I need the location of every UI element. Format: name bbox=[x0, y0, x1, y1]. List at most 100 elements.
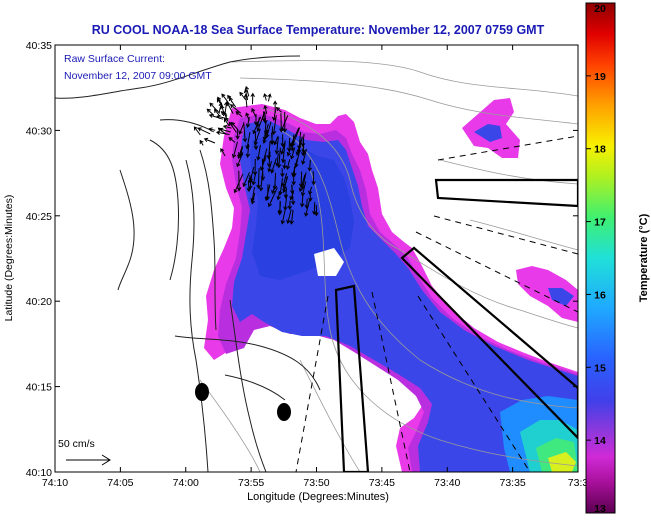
current-vector bbox=[245, 143, 251, 158]
current-vector bbox=[290, 147, 296, 160]
transect-lines bbox=[295, 135, 578, 472]
current-vector bbox=[262, 129, 269, 144]
current-vector bbox=[276, 191, 281, 201]
current-vector bbox=[220, 111, 228, 117]
current-vector bbox=[220, 104, 226, 115]
current-vector bbox=[263, 104, 268, 115]
current-vector bbox=[223, 117, 230, 126]
current-vector bbox=[308, 193, 313, 202]
current-vector bbox=[244, 85, 250, 97]
current-vector bbox=[270, 157, 277, 174]
current-vector bbox=[256, 111, 266, 132]
y-tick-label: 40:30 bbox=[26, 125, 52, 137]
current-vector bbox=[250, 92, 255, 105]
dashed-transect-4 bbox=[417, 295, 531, 472]
current-vector bbox=[266, 151, 272, 168]
current-vector bbox=[297, 131, 302, 150]
x-tick-label: 74:10 bbox=[42, 477, 68, 489]
current-vector bbox=[203, 137, 216, 144]
current-vector bbox=[193, 126, 201, 136]
colorbar-tick-label: 13 bbox=[594, 503, 606, 515]
lane-south bbox=[334, 284, 370, 472]
current-vector bbox=[276, 147, 282, 169]
current-vector bbox=[272, 100, 278, 114]
current-vector bbox=[274, 136, 280, 155]
current-vector bbox=[263, 93, 268, 101]
dashed-transect-6 bbox=[295, 295, 329, 472]
sst-patch-north-core bbox=[474, 124, 502, 142]
current-vector bbox=[269, 126, 275, 145]
current-vector bbox=[242, 122, 248, 143]
y-axis-label: Latitude (Degrees:Minutes) bbox=[3, 195, 15, 322]
y-tick-label: 40:10 bbox=[26, 467, 52, 479]
current-vector bbox=[267, 93, 272, 102]
x-tick-label: 73:40 bbox=[434, 477, 460, 489]
scale-label: 50 cm/s bbox=[58, 438, 95, 450]
dashed-transect-3 bbox=[415, 231, 578, 313]
current-vector bbox=[224, 101, 229, 115]
current-vector bbox=[275, 106, 282, 113]
current-vector bbox=[286, 137, 292, 152]
current-vector bbox=[298, 174, 306, 193]
annotation-line-2: November 12, 2007 09:00 GMT bbox=[64, 70, 212, 82]
current-vector bbox=[248, 175, 253, 185]
lane-east bbox=[434, 178, 578, 208]
scale-arrow bbox=[66, 454, 111, 466]
sst-field bbox=[204, 98, 578, 472]
current-vector bbox=[242, 172, 250, 188]
bathymetry-contours bbox=[199, 60, 578, 472]
x-tick-label: 73:3 bbox=[568, 477, 589, 489]
current-vector bbox=[282, 160, 287, 170]
current-vector bbox=[236, 170, 242, 192]
y-axis: 40:35 40:30 40:25 40:20 40:15 40:10 bbox=[26, 40, 578, 479]
current-vector bbox=[285, 159, 291, 170]
current-vector bbox=[287, 200, 293, 210]
colorbar-tick-label: 20 bbox=[594, 3, 606, 15]
x-tick-label: 73:35 bbox=[499, 477, 525, 489]
current-vector bbox=[275, 153, 280, 167]
colorbar-tick-label: 17 bbox=[594, 217, 606, 229]
current-vector bbox=[235, 128, 240, 140]
current-vector bbox=[304, 199, 311, 217]
current-vector bbox=[298, 171, 304, 188]
current-vector bbox=[235, 111, 243, 118]
current-vector bbox=[246, 180, 252, 193]
current-vector bbox=[300, 172, 307, 190]
current-vector bbox=[228, 121, 237, 133]
current-vector bbox=[251, 173, 257, 186]
current-vector bbox=[271, 115, 277, 135]
current-vector bbox=[233, 173, 244, 194]
current-vector bbox=[208, 127, 216, 132]
x-tick-label: 74:05 bbox=[107, 477, 133, 489]
colorbar-tick-label: 16 bbox=[594, 289, 606, 301]
current-vector bbox=[280, 168, 285, 178]
current-vector bbox=[281, 142, 286, 164]
x-tick-label: 73:55 bbox=[238, 477, 264, 489]
current-vector bbox=[228, 96, 233, 103]
current-vector bbox=[311, 171, 316, 186]
current-vector bbox=[208, 113, 224, 120]
current-vector bbox=[256, 144, 261, 161]
current-vector bbox=[245, 112, 250, 121]
current-vector bbox=[286, 209, 292, 225]
colorbar-label: Temperature (°C) bbox=[638, 213, 650, 302]
station-marker-west bbox=[195, 383, 209, 401]
current-vector bbox=[216, 98, 221, 104]
current-vector bbox=[250, 187, 255, 203]
chart-title: RU COOL NOAA-18 Sea Surface Temperature:… bbox=[92, 23, 545, 37]
current-vector bbox=[243, 93, 249, 108]
x-tick-label: 74:00 bbox=[173, 477, 199, 489]
x-axis-label: Longitude (Degrees:Minutes) bbox=[247, 491, 389, 503]
station-marker-east bbox=[277, 403, 291, 421]
current-vector bbox=[222, 124, 232, 130]
current-vector bbox=[214, 108, 220, 117]
current-vector bbox=[290, 134, 295, 152]
current-vector bbox=[314, 204, 319, 217]
current-vector bbox=[209, 102, 221, 114]
coastline bbox=[55, 55, 321, 472]
current-vector bbox=[218, 102, 223, 114]
current-vector bbox=[218, 127, 231, 133]
current-vector bbox=[264, 184, 271, 202]
colorbar-ticks: 20 19 18 17 16 15 14 13 bbox=[586, 2, 606, 515]
colorbar bbox=[585, 2, 616, 514]
